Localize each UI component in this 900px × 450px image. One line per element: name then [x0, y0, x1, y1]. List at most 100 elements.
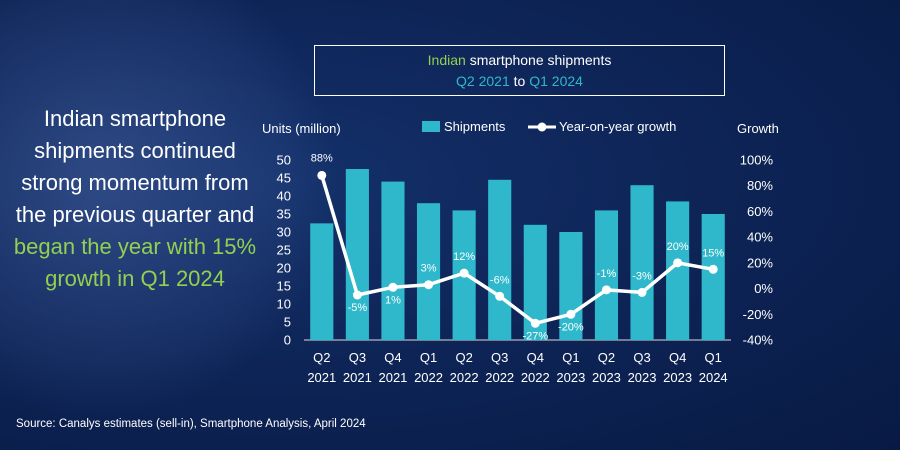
right-tick-label: 80% — [747, 178, 773, 193]
shipment-bar — [666, 201, 690, 340]
legend-shipments-swatch — [422, 121, 440, 132]
title-rest: smartphone shipments — [465, 52, 612, 68]
right-tick-label: 60% — [747, 204, 773, 219]
side-text-highlight: began the year with 15% growth in — [13, 234, 257, 291]
x-tick-quarter: Q2 — [455, 350, 472, 365]
x-tick-quarter: Q4 — [669, 350, 686, 365]
left-tick-label: 10 — [277, 297, 291, 312]
growth-marker — [601, 285, 611, 295]
shipment-bar — [345, 169, 369, 340]
chart-title-line2: Q2 2021 to Q1 2024 — [315, 71, 724, 92]
right-tick-label: 40% — [747, 230, 773, 245]
growth-data-label: 1% — [385, 294, 401, 306]
chart-title-line1: Indian smartphone shipments — [315, 50, 724, 71]
source-note: Source: Canalys estimates (sell-in), Sma… — [16, 418, 366, 430]
growth-data-label: 12% — [453, 251, 475, 263]
x-tick-quarter: Q1 — [562, 350, 579, 365]
growth-data-label: -3% — [632, 270, 652, 282]
side-headline: Indian smartphone shipments continued st… — [10, 103, 260, 295]
growth-data-label: -5% — [348, 302, 368, 314]
left-tick-label: 0 — [284, 333, 291, 348]
left-tick-label: 15 — [277, 279, 291, 294]
x-tick-quarter: Q4 — [384, 350, 401, 365]
side-text-highlight-end: Q1 2024 — [134, 266, 225, 291]
title-period-to: to — [509, 73, 530, 89]
shipment-bar — [488, 179, 512, 340]
x-tick-year: 2022 — [485, 370, 514, 385]
left-tick-label: 20 — [277, 261, 291, 276]
growth-data-label: 88% — [311, 152, 333, 164]
title-highlight-india: Indian — [427, 52, 466, 68]
x-tick-quarter: Q3 — [349, 350, 366, 365]
x-tick-year: 2021 — [343, 370, 372, 385]
x-tick-year: 2021 — [307, 370, 336, 385]
growth-marker — [673, 258, 683, 268]
growth-line — [320, 174, 714, 326]
right-tick-label: 100% — [740, 153, 774, 168]
x-tick-year: 2022 — [521, 370, 550, 385]
left-tick-label: 30 — [277, 225, 291, 240]
left-tick-label: 35 — [277, 207, 291, 222]
shipment-bar — [416, 203, 441, 340]
growth-marker — [530, 318, 540, 328]
shipment-bar — [381, 181, 405, 340]
x-tick-quarter: Q2 — [313, 350, 330, 365]
x-tick-year: 2022 — [450, 370, 479, 385]
growth-data-label: -20% — [558, 321, 584, 333]
shipment-bar — [630, 185, 654, 340]
x-tick-quarter: Q3 — [633, 350, 650, 365]
growth-data-label: 15% — [702, 247, 724, 259]
growth-data-label: 3% — [421, 263, 437, 275]
shipment-bar — [523, 224, 547, 340]
growth-marker — [566, 309, 576, 319]
x-tick-quarter: Q1 — [705, 350, 722, 365]
shipment-bar — [701, 214, 725, 340]
x-tick-quarter: Q3 — [491, 350, 508, 365]
shipment-bar — [559, 232, 583, 340]
side-text-main: Indian smartphone shipments continued st… — [15, 106, 255, 227]
x-tick-year: 2023 — [556, 370, 585, 385]
title-period-end: Q1 2024 — [529, 73, 583, 89]
title-period-start: Q2 2021 — [456, 73, 510, 89]
right-tick-label: 20% — [747, 255, 773, 270]
x-tick-quarter: Q4 — [527, 350, 544, 365]
left-tick-label: 45 — [277, 171, 291, 186]
growth-marker — [708, 264, 718, 274]
growth-marker — [495, 291, 505, 301]
right-tick-label: 0% — [754, 281, 773, 296]
growth-data-label: -6% — [490, 274, 510, 286]
right-tick-label: -20% — [743, 307, 774, 322]
left-tick-label: 50 — [277, 153, 291, 168]
shipment-bar — [310, 223, 334, 340]
left-axis-title: Units (million) — [262, 121, 341, 136]
x-tick-year: 2022 — [414, 370, 443, 385]
growth-marker — [352, 290, 362, 300]
left-tick-label: 25 — [277, 243, 291, 258]
x-tick-year: 2024 — [699, 370, 728, 385]
x-tick-year: 2023 — [592, 370, 621, 385]
x-tick-year: 2021 — [378, 370, 407, 385]
left-tick-label: 5 — [284, 315, 291, 330]
growth-marker — [317, 170, 327, 180]
growth-data-label: -27% — [522, 330, 548, 342]
x-tick-year: 2023 — [628, 370, 657, 385]
legend-growth-label: Year-on-year growth — [559, 119, 676, 134]
x-tick-quarter: Q2 — [598, 350, 615, 365]
growth-data-label: -1% — [597, 268, 617, 280]
growth-marker — [388, 282, 398, 292]
growth-marker — [424, 280, 434, 290]
growth-marker — [637, 287, 647, 297]
right-axis-title: Growth — [737, 121, 779, 136]
right-tick-label: -40% — [743, 333, 774, 348]
chart-title-box: Indian smartphone shipments Q2 2021 to Q… — [314, 45, 725, 96]
growth-data-label: 20% — [667, 241, 689, 253]
legend-growth-marker — [537, 122, 547, 132]
shipment-bar — [594, 210, 619, 340]
growth-marker — [459, 268, 469, 278]
x-tick-quarter: Q1 — [420, 350, 437, 365]
left-tick-label: 40 — [277, 189, 291, 204]
legend-shipments-label: Shipments — [444, 119, 506, 134]
x-tick-year: 2023 — [663, 370, 692, 385]
